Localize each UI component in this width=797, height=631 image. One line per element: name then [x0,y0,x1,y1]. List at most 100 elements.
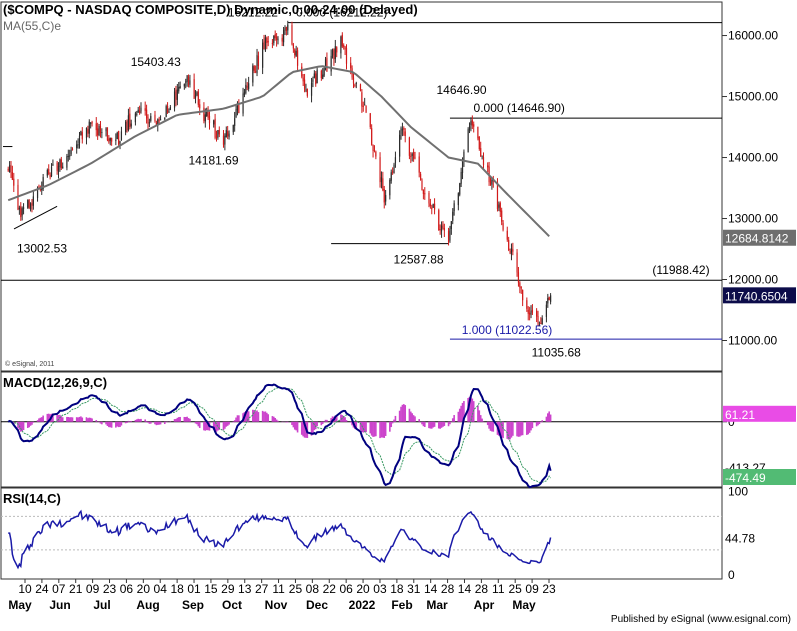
candle-body [372,145,373,151]
candle [307,89,308,98]
macd-histogram-bar [315,422,317,429]
candle [8,167,9,172]
candle-body [521,287,522,288]
macd-histogram-bar [178,417,180,422]
candle-body [507,231,508,240]
candle-body [138,110,139,113]
x-tick-label: 23 [103,582,117,596]
macd-histogram-bar [371,422,373,436]
candle-body [110,138,111,141]
candle [381,171,382,188]
candle-body [59,160,60,167]
candle [111,138,112,146]
macd-histogram-bar [156,422,158,425]
candle [283,27,284,46]
candle [101,128,102,138]
candle-body [343,45,344,47]
candle [187,75,188,87]
candle [96,117,97,136]
candle-body [549,297,550,300]
x-tick-label: 14 [458,582,472,596]
candle [174,88,175,112]
x-tick-label: 29 [221,582,235,596]
x-month-label: Mar [426,598,448,612]
price-annotation: 13002.53 [17,241,67,255]
candle-body [119,141,120,143]
candle-body [477,127,478,138]
macd-histogram-bar [532,422,534,428]
x-tick-label: 13 [238,582,252,596]
macd-histogram-bar [364,422,366,432]
candle [235,105,236,118]
candle [170,105,171,110]
candle [245,78,246,94]
candle [507,227,508,242]
candle [326,52,327,72]
candle-body [98,126,99,135]
macd-histogram-bar [410,412,412,422]
macd-histogram-bar [539,422,541,424]
x-tick-label: 24 [35,582,49,596]
candle-body [19,208,20,210]
candle [412,152,413,161]
x-tick-label: 01 [187,582,201,596]
candle-body [117,133,118,140]
candle-body [332,50,333,55]
candle-body [448,231,449,242]
candle-body [188,77,189,85]
candle-body [536,311,537,317]
candle-body [324,68,325,76]
macd-histogram-bar [95,420,97,422]
macd-histogram-bar [448,422,450,426]
candle [400,126,401,139]
x-tick-label: 28 [475,582,489,596]
candle-body [409,138,410,156]
macd-histogram-bar [150,422,152,424]
candle [438,209,439,231]
macd-histogram-bar [511,422,513,438]
x-tick-label: 20 [356,582,370,596]
macd-histogram-bar [41,417,43,422]
macd-histogram-bar [441,422,443,428]
candle-body [118,131,119,144]
x-tick-label: 07 [52,582,66,596]
macd-histogram-bar [68,417,70,422]
candle-body [194,79,195,99]
candle-body [451,221,452,229]
macd-histogram-bar [40,418,42,422]
candle-body [8,169,9,171]
candle-body [217,130,218,138]
candle [314,70,315,78]
candle-body [266,38,267,43]
macd-histogram-bar [346,420,348,422]
candle-body [356,83,357,84]
candle-body [216,137,217,138]
macd-histogram-bar [98,422,100,423]
macd-histogram-bar [301,422,303,435]
macd-histogram-bar [116,422,118,427]
candle-body [420,174,421,180]
macd-histogram-bar [409,409,411,422]
candle-body [442,224,443,228]
macd-histogram-bar [125,422,127,423]
candle-body [391,172,392,180]
candle-body [331,56,332,72]
candle-body [51,167,52,176]
candle [469,122,470,133]
candle-body [491,179,492,184]
candle [382,172,383,191]
macd-histogram-bar [418,419,420,422]
macd-histogram-bar [316,422,318,427]
candle [59,158,60,171]
price-annotation: (11988.42) [652,263,709,277]
candle [399,130,400,162]
macd-histogram-bar [195,422,197,424]
rsi-tick-label: 0 [728,568,735,582]
candle [107,127,108,141]
macd-histogram-bar [119,422,121,427]
candle-body [473,124,474,126]
x-tick-label: 27 [255,582,269,596]
candle [168,108,169,113]
candle [233,125,234,135]
candle-body [546,305,547,317]
